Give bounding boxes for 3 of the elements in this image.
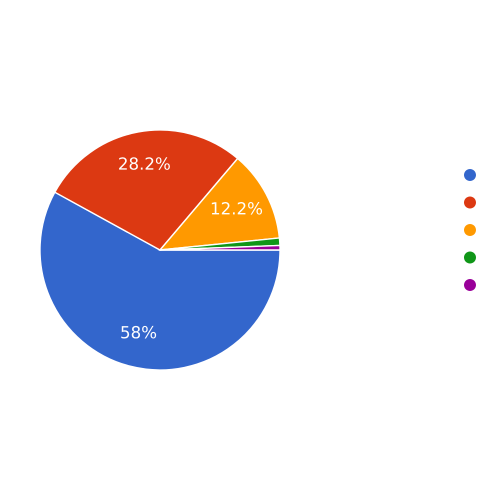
- data-label: 28.2%: [119, 157, 170, 170]
- data-label: 12.2%: [212, 202, 262, 215]
- data-label: 58%: [121, 326, 156, 339]
